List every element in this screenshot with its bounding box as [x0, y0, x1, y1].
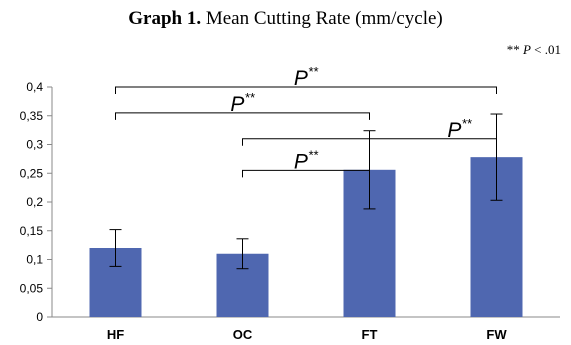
significance-label: P**	[447, 116, 472, 142]
y-tick-label: 0,3	[26, 138, 43, 152]
y-tick-label: 0,1	[26, 253, 43, 267]
significance-label: P**	[294, 64, 319, 90]
category-label-fw: FW	[486, 327, 507, 342]
y-tick-label: 0,4	[26, 80, 43, 94]
category-label-oc: OC	[233, 327, 253, 342]
category-label-ft: FT	[362, 327, 378, 342]
y-tick-label: 0	[36, 310, 43, 324]
y-tick-label: 0,15	[20, 224, 44, 238]
significance-label: P**	[294, 147, 319, 173]
significance-label: P**	[230, 90, 255, 116]
y-tick-label: 0,05	[20, 281, 44, 295]
y-tick-label: 0,25	[20, 166, 44, 180]
category-label-hf: HF	[107, 327, 124, 342]
y-tick-label: 0,2	[26, 195, 43, 209]
y-tick-label: 0,35	[20, 109, 44, 123]
